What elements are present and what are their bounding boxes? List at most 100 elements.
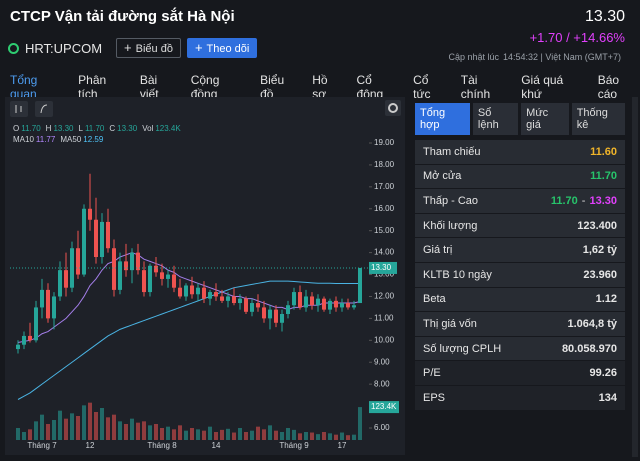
candle-body <box>190 285 194 295</box>
volume-bar <box>40 414 44 440</box>
x-tick-label: Tháng 8 <box>147 441 177 450</box>
stats-label: Mở cửa <box>423 170 462 183</box>
y-tick-label: 15.00 <box>374 226 395 235</box>
stats-row: Giá trị 1,62 tỷ <box>415 238 625 262</box>
stats-value: 11.70-13.30 <box>551 195 617 207</box>
volume-bar <box>268 425 272 440</box>
legend-value: 11.77 <box>36 135 56 144</box>
settings-button[interactable] <box>385 100 401 116</box>
candle-body <box>94 219 98 257</box>
legend-key: O <box>13 124 19 133</box>
y-tick-label: 9.00 <box>374 357 390 366</box>
stats-row: Khối lượng 123.400 <box>415 213 625 238</box>
indicator-tool[interactable] <box>35 101 53 117</box>
stats-value: 11.60 <box>590 145 617 158</box>
candle-body <box>322 298 326 310</box>
ticker-icon <box>8 42 19 54</box>
tab[interactable]: Cổ tức <box>413 73 431 101</box>
stats-value: 1.12 <box>595 293 617 306</box>
candle-body <box>214 292 218 297</box>
volume-bar <box>22 432 26 440</box>
candle-body <box>244 298 248 312</box>
chart-panel: O 11.70 H 13.30 L 11.70 C 13.30 Vol 123.4K MA10 11.… <box>5 97 405 455</box>
update-value: 14:54:32 | Việt Nam (GMT+7) <box>503 52 621 62</box>
candle-body <box>40 289 44 308</box>
candle-body <box>34 307 38 341</box>
volume-bar <box>190 428 194 440</box>
volume-bar <box>106 417 110 440</box>
volume-bar <box>208 426 212 440</box>
button-label: Biểu đồ <box>135 43 173 55</box>
stats-tab[interactable]: Tổng hợp <box>415 103 470 135</box>
y-tick-label: 10.00 <box>374 335 395 344</box>
y-tick-label: 12.00 <box>374 292 395 301</box>
candle-body <box>286 305 290 314</box>
volume-bar <box>142 421 146 440</box>
volume-bar <box>340 432 344 440</box>
stats-tab[interactable]: Thống kê <box>571 103 626 135</box>
volume-bar <box>262 429 266 440</box>
stats-value-part: 13.30 <box>589 194 617 207</box>
volume-bar <box>178 425 182 440</box>
stats-table: Tham chiếu 11.60 Mở cửa 11.70 Thấp - Cao 11.7… <box>415 140 625 410</box>
candle-body <box>184 285 188 297</box>
stats-label: P/E <box>423 367 441 380</box>
button-label: Theo dõi <box>206 43 250 55</box>
candle-body <box>106 221 110 249</box>
volume-bar <box>76 416 80 440</box>
tab[interactable]: Giá quá khứ <box>521 73 564 101</box>
stats-label: Beta <box>423 293 446 306</box>
candle-body <box>328 300 332 310</box>
volume-bar <box>160 428 164 440</box>
legend-value: 13.30 <box>117 124 138 133</box>
candle-body <box>292 292 296 306</box>
volume-bar <box>64 418 68 440</box>
stats-panel: Tổng hợp Sổ lệnh Mức giá Thống kê Tham chiế… <box>415 103 626 411</box>
tab[interactable]: Báo cáo <box>597 73 620 101</box>
follow-button[interactable]: + Theo dõi <box>186 38 258 58</box>
volume-bar <box>280 432 284 440</box>
volume-bar <box>196 429 200 440</box>
candle-body <box>22 335 26 345</box>
ticker-row: HRT:UPCOM + Biểu đồ + Theo dõi <box>8 38 258 58</box>
stats-label: Tham chiếu <box>423 145 481 158</box>
legend-key: MA50 <box>60 135 81 144</box>
volume-bar <box>46 424 50 440</box>
candle-body <box>304 296 308 308</box>
volume-bar <box>226 428 230 440</box>
candle-body <box>58 270 62 297</box>
candle-body <box>154 265 158 273</box>
x-tick-label: 17 <box>338 441 347 450</box>
candle-body <box>340 303 344 308</box>
chart-button[interactable]: + Biểu đồ <box>116 38 181 58</box>
volume-bar <box>148 425 152 440</box>
stats-row: Tham chiếu 11.60 <box>415 140 625 164</box>
candle-body <box>178 287 182 297</box>
stats-tab[interactable]: Sổ lệnh <box>472 103 519 135</box>
stats-row: P/E 99.26 <box>415 361 625 385</box>
candle-body <box>334 300 338 308</box>
gear-icon <box>388 103 398 113</box>
stats-value: 123.400 <box>577 219 617 232</box>
stats-label: Thị giá vốn <box>423 317 477 330</box>
stats-row: Mở cửa 11.70 <box>415 164 625 189</box>
tab[interactable]: Tài chính <box>460 73 491 101</box>
y-tick-label: 14.00 <box>374 248 395 257</box>
volume-bar <box>70 413 74 440</box>
volume-bar <box>130 418 134 440</box>
candle-tool[interactable] <box>10 101 28 117</box>
stats-tab[interactable]: Mức giá <box>521 103 569 135</box>
candle-body <box>70 248 74 288</box>
volume-bar <box>286 428 290 440</box>
volume-bar <box>94 412 98 440</box>
x-tick-label: 12 <box>86 441 95 450</box>
stats-row: EPS 134 <box>415 385 625 410</box>
volume-bar <box>304 432 308 440</box>
candle-body <box>256 303 260 308</box>
volume-bar <box>346 435 350 440</box>
candle-body <box>346 303 350 308</box>
legend-value: 123.4K <box>155 124 181 133</box>
stats-label: Giá trị <box>423 244 453 257</box>
volume-bar <box>328 433 332 440</box>
